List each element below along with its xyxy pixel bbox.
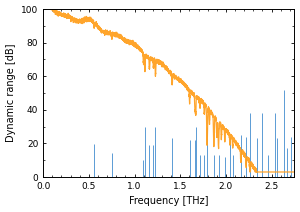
X-axis label: Frequency [THz]: Frequency [THz] [129,197,208,206]
Y-axis label: Dynamic range [dB]: Dynamic range [dB] [6,44,16,142]
